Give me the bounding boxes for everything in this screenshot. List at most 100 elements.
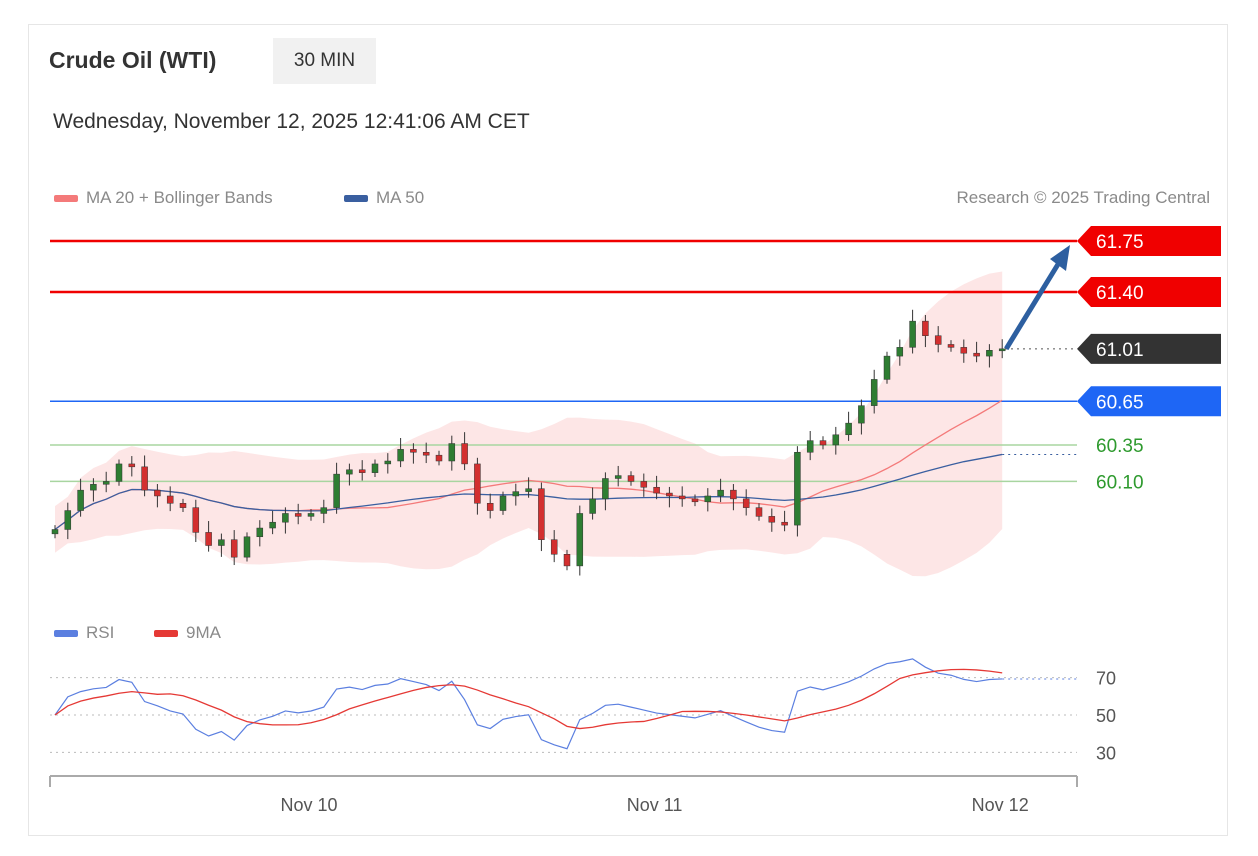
candle [704,488,712,512]
legend-rsi[interactable]: RSI [54,623,114,643]
candle [141,455,148,497]
legend-ma20-label: MA 20 + Bollinger Bands [86,188,273,207]
candle [640,473,648,497]
candle [358,460,366,481]
candle [512,483,520,506]
resistance-label-box [1077,276,1221,307]
target-arrow-shaft [1004,259,1063,351]
pivot-label-box [1077,386,1221,417]
target-arrow-head [1050,245,1070,271]
candle [320,499,328,524]
candle [755,503,763,521]
candle [717,478,724,503]
x-tick-label: Nov 11 [627,795,683,815]
candle [474,457,481,515]
legend-rsi-label: RSI [86,623,115,642]
candle [947,340,955,352]
candle-body [666,492,673,497]
support-label: 60.35 [1096,436,1144,457]
x-tick-label: Nov 10 [280,795,337,815]
candle-body [486,503,494,511]
candle [128,456,136,477]
ma50-swatch [344,194,368,202]
candle [922,315,929,348]
candle [384,453,392,474]
current-label: 61.01 [1096,340,1144,361]
candle-body [602,478,609,500]
candle [678,486,686,507]
candle-body [832,434,840,446]
rsi-swatch [54,629,78,637]
candle [371,459,379,478]
candle [986,344,993,368]
candle-body [845,422,852,436]
candle-body [397,449,404,462]
candle-body [307,513,315,517]
candle-body [960,347,968,354]
candle-body [538,488,545,540]
candle-body [371,463,379,473]
ma20-swatch [54,194,78,202]
candle-body [614,475,622,479]
instrument-title: Crude Oil (WTI) [49,47,217,73]
candle [90,478,97,502]
candle-body [448,443,456,462]
candle [294,503,302,525]
candle-body [499,495,507,511]
candle-body [102,481,110,485]
candle-body [461,443,468,465]
candle-body [794,452,801,526]
bollinger-band [55,271,1003,577]
candle-body [730,489,737,500]
candle [448,435,456,471]
candle-body [333,473,340,508]
candle [269,510,276,535]
candle-body [179,503,187,508]
candle [397,437,404,468]
candle-body [819,440,827,446]
candle [896,339,904,366]
candle-body [883,355,891,380]
candle [691,494,699,507]
candle-body [51,529,59,535]
candle [550,530,558,563]
candle-body [755,507,763,517]
candle [909,309,916,354]
rsi-line [54,658,1003,750]
rsi-tick-label: 30 [1096,743,1116,763]
candle [794,446,801,537]
candle-body [294,513,302,517]
candle-body [474,463,481,504]
candle-body [550,539,558,555]
candle-body [192,507,200,533]
candle [179,498,187,513]
candle-body [256,527,264,538]
candle [243,532,251,562]
candle [218,533,225,557]
candle [346,463,353,486]
legend-ma20[interactable]: MA 20 + Bollinger Bands [54,188,273,208]
legend-rsi-ma-label: 9MA [186,623,221,642]
candle [51,525,59,539]
legend-ma50[interactable]: MA 50 [344,188,424,208]
candle [883,351,891,384]
support-label: 60.10 [1096,472,1144,493]
candle [589,487,596,520]
candle-body [410,449,417,453]
candle [858,399,865,435]
candle-body [922,320,929,336]
resistance-label-box [1077,226,1221,256]
candle [653,475,660,500]
candle [77,478,84,517]
candle [832,426,840,455]
candle [768,508,776,532]
legend-ma50-label: MA 50 [376,188,425,207]
candle-body [269,521,276,529]
candle [973,341,980,363]
legend-rsi-ma[interactable]: 9MA [154,623,221,643]
resistance-label: 61.75 [1096,232,1144,253]
candle [461,432,468,471]
interval-badge[interactable]: 30 MIN [273,38,376,84]
candle-body [384,460,392,465]
